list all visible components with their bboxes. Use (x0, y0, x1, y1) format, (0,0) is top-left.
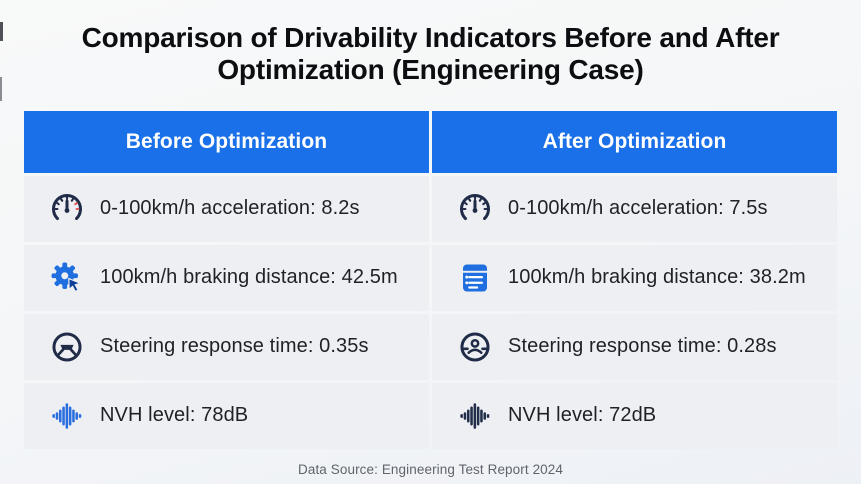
steering-wheel-driver-icon (457, 329, 493, 365)
metric-text: Steering response time: 0.35s (100, 335, 369, 358)
cell-before-braking: 100km/h braking distance: 42.5m (24, 244, 429, 311)
cell-before-acceleration: 0-100km/h acceleration: 8.2s (24, 175, 429, 242)
cell-after-nvh: NVH level: 72dB (432, 382, 837, 449)
header-before-optimization: Before Optimization (24, 110, 429, 173)
header-after-optimization: After Optimization (432, 110, 837, 173)
steering-wheel-icon (49, 329, 85, 365)
page-title: Comparison of Drivability Indicators Bef… (30, 22, 831, 86)
cell-after-braking: 100km/h braking distance: 38.2m (432, 244, 837, 311)
edge-artifact (0, 77, 2, 101)
metric-text: NVH level: 72dB (508, 404, 657, 427)
clipboard-list-icon (457, 260, 493, 296)
speedometer-icon (457, 191, 493, 227)
header-label: Before Optimization (125, 129, 328, 153)
comparison-table: Before Optimization After Optimization (24, 110, 837, 449)
page-title-line2: Optimization (Engineering Case) (217, 53, 644, 85)
speedometer-icon (49, 191, 85, 227)
cell-before-nvh: NVH level: 78dB (24, 382, 429, 449)
cell-before-steering: Steering response time: 0.35s (24, 313, 429, 380)
metric-text: 100km/h braking distance: 38.2m (508, 266, 806, 289)
sound-wave-icon (457, 398, 493, 434)
metric-text: 0-100km/h acceleration: 8.2s (100, 197, 360, 220)
gear-cursor-icon (49, 260, 85, 296)
page-title-line1: Comparison of Drivability Indicators Bef… (81, 22, 780, 53)
metric-text: 0-100km/h acceleration: 7.5s (508, 197, 768, 220)
edge-artifact (0, 22, 3, 41)
sound-wave-icon (49, 398, 85, 434)
metric-text: Steering response time: 0.28s (508, 335, 777, 358)
cell-after-acceleration: 0-100km/h acceleration: 7.5s (432, 175, 837, 242)
data-source-note: Data Source: Engineering Test Report 202… (297, 461, 564, 477)
metric-text: 100km/h braking distance: 42.5m (100, 266, 398, 289)
header-label: After Optimization (542, 129, 727, 153)
metric-text: NVH level: 78dB (100, 404, 249, 427)
cell-after-steering: Steering response time: 0.28s (432, 313, 837, 380)
